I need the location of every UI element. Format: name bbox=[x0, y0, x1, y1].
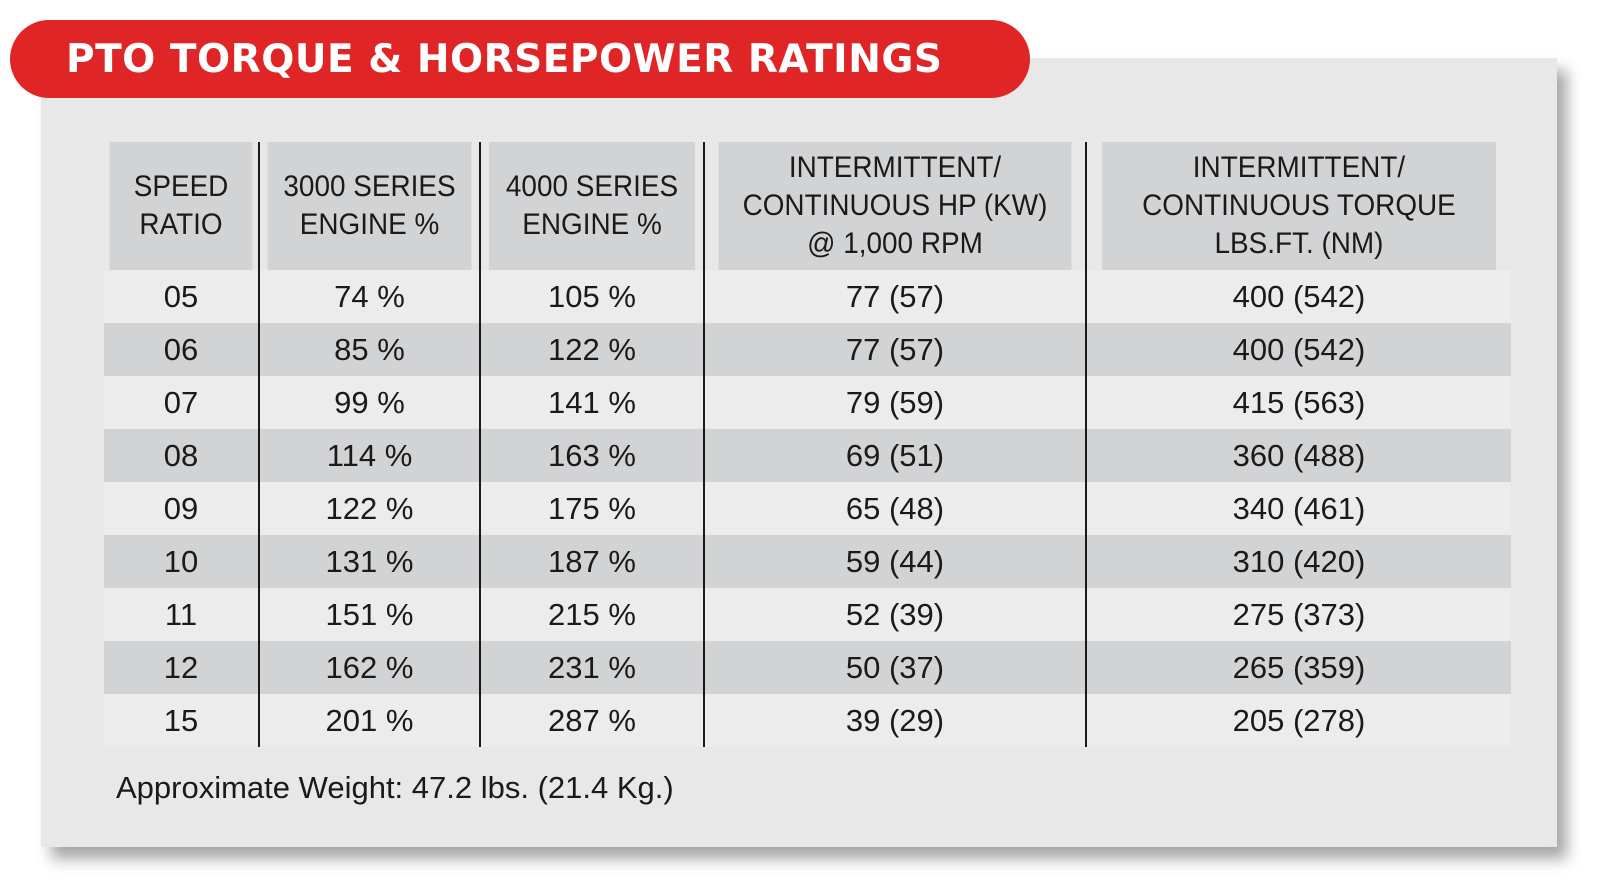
cell-3000-series: 151 % bbox=[258, 588, 480, 641]
cell-4000-series: 215 % bbox=[479, 588, 704, 641]
cell-speed-ratio: 08 bbox=[104, 429, 259, 482]
cell-torque: 205 (278) bbox=[1085, 694, 1511, 747]
cell-3000-series: 131 % bbox=[258, 535, 480, 588]
table-row: 08 114 % 163 % 69 (51) 360 (488) bbox=[104, 429, 1511, 482]
cell-4000-series: 287 % bbox=[479, 694, 704, 747]
cell-speed-ratio: 07 bbox=[104, 376, 259, 429]
header-4000-series: 4000 SERIES ENGINE % bbox=[486, 142, 697, 270]
cell-torque: 310 (420) bbox=[1085, 535, 1511, 588]
cell-horsepower: 50 (37) bbox=[703, 641, 1086, 694]
cell-3000-series: 74 % bbox=[258, 270, 480, 323]
cell-4000-series: 187 % bbox=[479, 535, 704, 588]
cell-horsepower: 69 (51) bbox=[703, 429, 1086, 482]
approximate-weight-note: Approximate Weight: 47.2 lbs. (21.4 Kg.) bbox=[116, 770, 674, 805]
cell-3000-series: 99 % bbox=[258, 376, 480, 429]
title-banner: PTO TORQUE & HORSEPOWER RATINGS bbox=[10, 20, 1030, 98]
table-row: 06 85 % 122 % 77 (57) 400 (542) bbox=[104, 323, 1511, 376]
cell-4000-series: 122 % bbox=[479, 323, 704, 376]
cell-speed-ratio: 05 bbox=[104, 270, 259, 323]
cell-torque: 340 (461) bbox=[1085, 482, 1511, 535]
cell-3000-series: 122 % bbox=[258, 482, 480, 535]
cell-torque: 360 (488) bbox=[1085, 429, 1511, 482]
table-row: 07 99 % 141 % 79 (59) 415 (563) bbox=[104, 376, 1511, 429]
cell-4000-series: 163 % bbox=[479, 429, 704, 482]
header-3000-series: 3000 SERIES ENGINE % bbox=[265, 142, 473, 270]
cell-speed-ratio: 06 bbox=[104, 323, 259, 376]
cell-horsepower: 79 (59) bbox=[703, 376, 1086, 429]
table-row: 11 151 % 215 % 52 (39) 275 (373) bbox=[104, 588, 1511, 641]
ratings-table: SPEED RATIO 3000 SERIES ENGINE % 4000 SERI… bbox=[104, 142, 1511, 747]
cell-4000-series: 141 % bbox=[479, 376, 704, 429]
header-horsepower: INTERMITTENT/CONTINUOUS HP (KW) @ 1,000 R… bbox=[716, 142, 1073, 270]
cell-4000-series: 175 % bbox=[479, 482, 704, 535]
cell-horsepower: 77 (57) bbox=[703, 323, 1086, 376]
cell-horsepower: 77 (57) bbox=[703, 270, 1086, 323]
cell-3000-series: 85 % bbox=[258, 323, 480, 376]
cell-speed-ratio: 10 bbox=[104, 535, 259, 588]
header-torque: INTERMITTENT/CONTINUOUS TORQUE LBS.FT. (N… bbox=[1099, 142, 1497, 270]
header-speed-ratio: SPEED RATIO bbox=[109, 142, 254, 270]
cell-torque: 265 (359) bbox=[1085, 641, 1511, 694]
cell-horsepower: 39 (29) bbox=[703, 694, 1086, 747]
cell-3000-series: 162 % bbox=[258, 641, 480, 694]
table-row: 10 131 % 187 % 59 (44) 310 (420) bbox=[104, 535, 1511, 588]
table-row: 15 201 % 287 % 39 (29) 205 (278) bbox=[104, 694, 1511, 747]
cell-torque: 400 (542) bbox=[1085, 323, 1511, 376]
cell-4000-series: 231 % bbox=[479, 641, 704, 694]
cell-horsepower: 52 (39) bbox=[703, 588, 1086, 641]
cell-speed-ratio: 15 bbox=[104, 694, 259, 747]
cell-torque: 415 (563) bbox=[1085, 376, 1511, 429]
cell-horsepower: 65 (48) bbox=[703, 482, 1086, 535]
cell-3000-series: 201 % bbox=[258, 694, 480, 747]
cell-speed-ratio: 11 bbox=[104, 588, 259, 641]
cell-4000-series: 105 % bbox=[479, 270, 704, 323]
page-title: PTO TORQUE & HORSEPOWER RATINGS bbox=[66, 36, 943, 82]
cell-speed-ratio: 09 bbox=[104, 482, 259, 535]
table-row: 05 74 % 105 % 77 (57) 400 (542) bbox=[104, 270, 1511, 323]
header-row: SPEED RATIO 3000 SERIES ENGINE % 4000 SERI… bbox=[104, 142, 1511, 270]
table-row: 09 122 % 175 % 65 (48) 340 (461) bbox=[104, 482, 1511, 535]
cell-3000-series: 114 % bbox=[258, 429, 480, 482]
cell-horsepower: 59 (44) bbox=[703, 535, 1086, 588]
cell-torque: 275 (373) bbox=[1085, 588, 1511, 641]
cell-speed-ratio: 12 bbox=[104, 641, 259, 694]
cell-torque: 400 (542) bbox=[1085, 270, 1511, 323]
table-row: 12 162 % 231 % 50 (37) 265 (359) bbox=[104, 641, 1511, 694]
